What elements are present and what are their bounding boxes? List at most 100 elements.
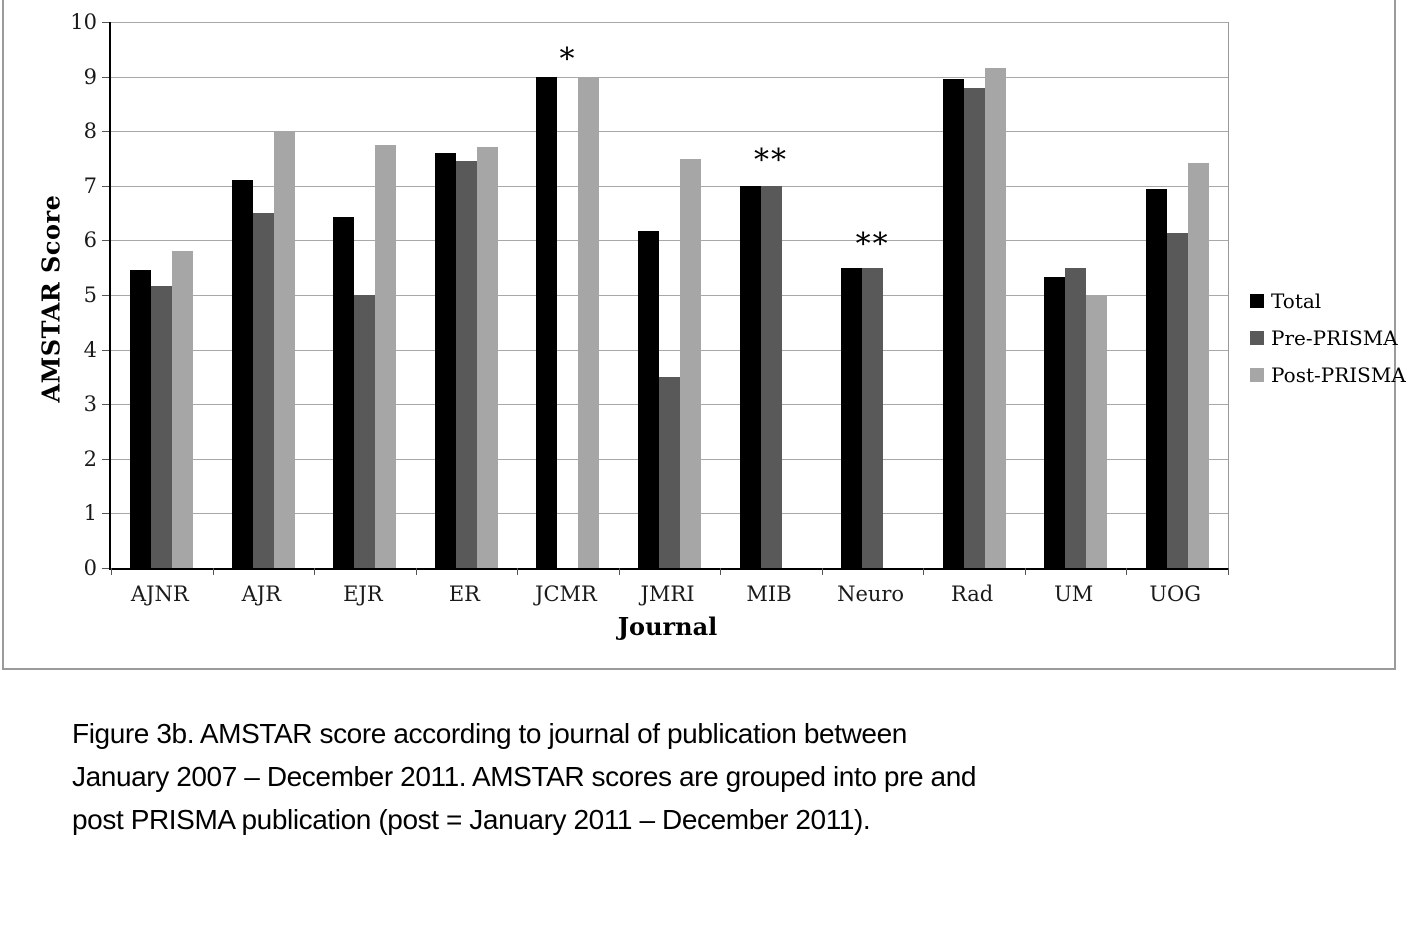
x-tick-label-ajnr: AJNR	[130, 582, 189, 606]
bar-post-prisma-ajnr	[172, 251, 194, 568]
y-tick-label: 5	[83, 283, 97, 307]
bar-pre-prisma-neuro	[862, 267, 884, 568]
annotation-mib: **	[754, 143, 789, 179]
x-axis-tick	[618, 568, 620, 575]
y-axis-tick	[102, 349, 109, 351]
bar-post-prisma-um	[1086, 295, 1108, 568]
bar-pre-prisma-mib	[760, 185, 782, 568]
bar-post-prisma-ejr	[375, 144, 397, 568]
gridline	[111, 240, 1228, 242]
x-tick-label-jcmr: JCMR	[535, 582, 597, 606]
x-tick-label-neuro: Neuro	[837, 582, 905, 606]
x-tick-label-um: UM	[1054, 582, 1094, 606]
legend-swatch-icon	[1250, 294, 1264, 308]
y-axis-tick	[102, 295, 109, 296]
legend-label: Pre-PRISMA	[1271, 326, 1398, 350]
bar-pre-prisma-uog	[1166, 233, 1188, 568]
bar-total-ejr	[333, 216, 355, 568]
x-axis-tick	[923, 568, 925, 575]
x-tick-label-uog: UOG	[1149, 582, 1202, 606]
bar-pre-prisma-um	[1065, 267, 1087, 568]
x-axis-tick	[821, 568, 823, 575]
bar-total-um	[1044, 276, 1066, 568]
plot-area: * ** **	[102, 22, 1229, 575]
bar-total-ajnr	[130, 270, 152, 568]
bar-post-prisma-er	[476, 146, 498, 568]
x-axis-tick	[415, 568, 417, 575]
x-tick-label-mib: MIB	[746, 582, 792, 606]
y-axis-tick	[102, 458, 109, 460]
y-axis-tick	[102, 131, 109, 133]
bar-pre-prisma-ejr	[354, 295, 376, 568]
bar-total-rad	[942, 79, 964, 568]
legend-label: Total	[1271, 289, 1322, 313]
bar-total-er	[434, 153, 456, 568]
legend-swatch-icon	[1250, 368, 1264, 382]
gridline	[111, 349, 1228, 351]
legend-item-post-prisma: Post-PRISMA	[1250, 362, 1406, 388]
x-axis-tick	[111, 568, 112, 575]
bar-post-prisma-jmri	[680, 158, 701, 568]
x-axis-tick	[720, 568, 722, 575]
gridline	[111, 22, 1228, 23]
x-axis-tick	[1228, 568, 1229, 575]
x-tick-label-rad: Rad	[950, 582, 994, 606]
bar-post-prisma-ajr	[273, 131, 295, 568]
x-axis-tick	[517, 568, 519, 575]
bar-total-ajr	[231, 180, 253, 568]
gridline	[111, 295, 1228, 296]
bar-pre-prisma-ajnr	[151, 285, 173, 568]
gridline	[111, 131, 1228, 133]
bar-total-uog	[1145, 188, 1167, 568]
x-tick-label-jmri: JMRI	[640, 582, 695, 606]
bar-post-prisma-jcmr	[578, 76, 600, 568]
bar-post-prisma-rad	[984, 68, 1006, 568]
x-axis-tick	[1024, 568, 1026, 575]
caption-line: Figure 3b. AMSTAR score according to jou…	[72, 718, 907, 749]
x-axis-title: Journal	[617, 612, 718, 641]
bar-total-neuro	[841, 267, 863, 568]
x-tick-label-ejr: EJR	[343, 582, 383, 606]
bar-total-mib	[739, 185, 761, 568]
x-axis-tick	[212, 568, 214, 575]
bar-pre-prisma-rad	[963, 87, 985, 568]
gridline	[111, 185, 1228, 187]
y-axis-tick	[102, 185, 109, 187]
y-tick-label: 6	[83, 228, 97, 253]
y-axis-tick	[102, 22, 109, 23]
x-axis-tick	[1126, 568, 1128, 575]
bar-pre-prisma-ajr	[252, 213, 274, 568]
bar-pre-prisma-er	[455, 161, 477, 568]
bar-pre-prisma-jmri	[659, 376, 680, 568]
annotation-jcmr: *	[559, 42, 577, 78]
y-tick-label: 1	[83, 501, 97, 526]
x-tick-label-er: ER	[448, 582, 480, 606]
y-tick-label: 2	[83, 446, 97, 471]
caption-line: January 2007 – December 2011. AMSTAR sco…	[72, 761, 977, 792]
legend-item-pre-prisma: Pre-PRISMA	[1250, 325, 1406, 351]
chart-frame: AMSTAR Score 0 1 2 3 4 5 6 7 8 9 10 * ** ** AJNR AJR E…	[2, 0, 1406, 670]
y-axis-tick	[102, 404, 109, 406]
x-tick-label-ajr: AJR	[241, 582, 282, 606]
bar-total-jmri	[638, 231, 659, 568]
caption-line: post PRISMA publication (post = January …	[72, 804, 871, 835]
x-axis-tick	[314, 568, 316, 575]
y-axis-tick	[102, 240, 109, 242]
y-axis-tick	[102, 76, 109, 78]
annotation-neuro: **	[855, 226, 890, 262]
y-tick-label: 7	[83, 173, 97, 198]
y-tick-label: 10	[70, 10, 97, 34]
legend-item-total: Total	[1250, 288, 1406, 314]
y-axis-tick	[102, 513, 109, 515]
y-tick-label: 8	[83, 119, 97, 144]
legend-swatch-icon	[1250, 331, 1264, 345]
y-tick-label: 9	[83, 64, 97, 89]
y-tick-label: 0	[83, 556, 97, 580]
figure-caption: Figure 3b. AMSTAR score according to jou…	[72, 712, 1272, 841]
y-tick-label: 4	[83, 337, 97, 362]
legend-label: Post-PRISMA	[1271, 363, 1406, 387]
bar-post-prisma-uog	[1187, 162, 1209, 568]
gridline	[111, 76, 1228, 78]
y-axis-tick	[102, 568, 109, 569]
